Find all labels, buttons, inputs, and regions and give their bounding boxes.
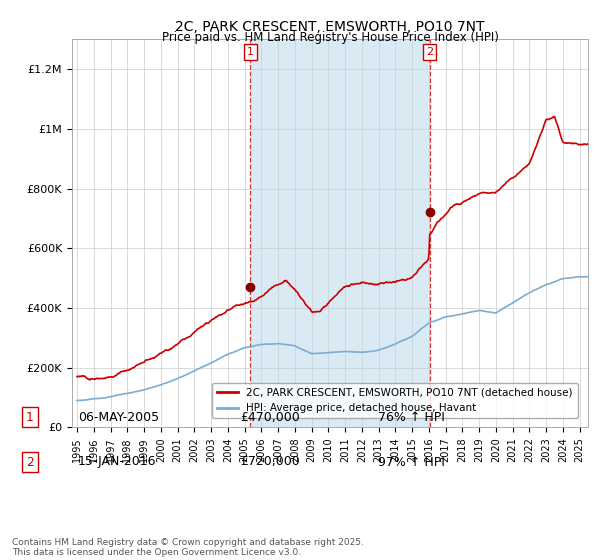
Text: 2: 2 <box>426 47 433 57</box>
Text: 15-JAN-2016: 15-JAN-2016 <box>78 455 157 469</box>
Text: £470,000: £470,000 <box>240 410 300 424</box>
Text: 97% ↑ HPI: 97% ↑ HPI <box>378 455 445 469</box>
Text: 2: 2 <box>26 455 34 469</box>
Text: 1: 1 <box>26 410 34 424</box>
Legend: 2C, PARK CRESCENT, EMSWORTH, PO10 7NT (detached house), HPI: Average price, deta: 2C, PARK CRESCENT, EMSWORTH, PO10 7NT (d… <box>212 382 578 418</box>
Text: Contains HM Land Registry data © Crown copyright and database right 2025.
This d: Contains HM Land Registry data © Crown c… <box>12 538 364 557</box>
Text: 76% ↑ HPI: 76% ↑ HPI <box>378 410 445 424</box>
Text: 06-MAY-2005: 06-MAY-2005 <box>78 410 159 424</box>
Text: 1: 1 <box>247 47 254 57</box>
Text: £720,000: £720,000 <box>240 455 300 469</box>
Text: 2C, PARK CRESCENT, EMSWORTH, PO10 7NT: 2C, PARK CRESCENT, EMSWORTH, PO10 7NT <box>175 20 485 34</box>
Text: Price paid vs. HM Land Registry's House Price Index (HPI): Price paid vs. HM Land Registry's House … <box>161 31 499 44</box>
